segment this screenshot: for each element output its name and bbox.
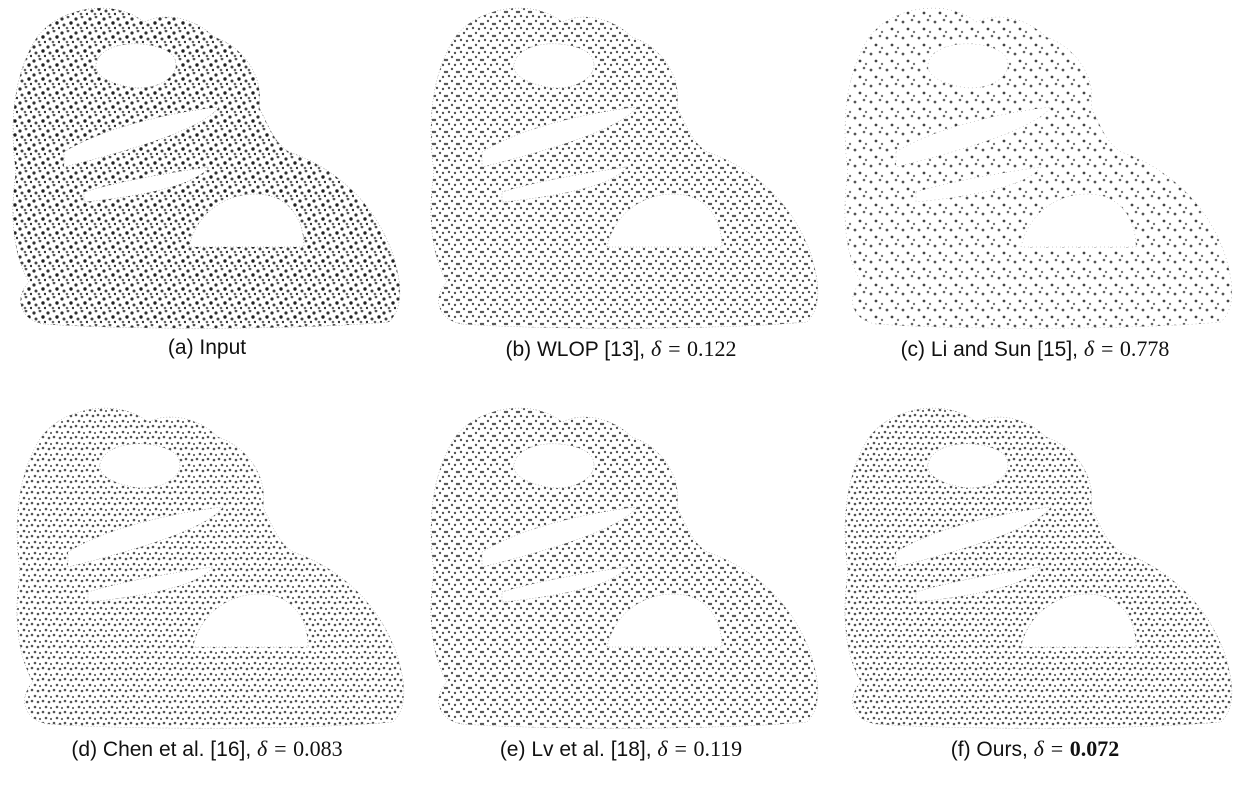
delta-value: 0.122 [687,336,737,361]
delta-symbol: δ = [1034,736,1065,761]
delta-symbol: δ = [657,736,688,761]
caption-label: (b) WLOP [13], [505,338,645,361]
caption-label: (d) Chen et al. [16], [71,738,251,761]
delta-symbol: δ = [257,736,288,761]
caption: (b) WLOP [13], δ = 0.122 [414,336,828,362]
panel: (b) WLOP [13], δ = 0.122 [414,0,828,386]
delta-symbol: δ = [1084,336,1115,361]
caption: (d) Chen et al. [16], δ = 0.083 [0,736,414,762]
delta-value: 0.119 [693,736,742,761]
figure: (a) Input (b) WLOP [13], δ = 0.122 (c) L… [0,0,1243,772]
caption-label: (a) Input [168,336,246,359]
delta-value: 0.778 [1120,336,1170,361]
caption: (a) Input [0,336,414,360]
delta-value: 0.072 [1070,736,1120,761]
panel: (f) Ours, δ = 0.072 [828,400,1242,786]
panel: (d) Chen et al. [16], δ = 0.083 [0,400,414,786]
caption-label: (e) Lv et al. [18], [500,738,652,761]
point-cloud [414,0,828,332]
panel: (a) Input [0,0,414,386]
point-cloud [828,0,1242,332]
caption: (f) Ours, δ = 0.072 [828,736,1242,762]
point-cloud [0,0,414,332]
point-cloud [0,400,414,732]
caption: (e) Lv et al. [18], δ = 0.119 [414,736,828,762]
panel: (c) Li and Sun [15], δ = 0.778 [828,0,1242,386]
caption-label: (f) Ours, [951,738,1028,761]
caption: (c) Li and Sun [15], δ = 0.778 [828,336,1242,362]
delta-symbol: δ = [651,336,682,361]
delta-value: 0.083 [293,736,343,761]
point-cloud [828,400,1242,732]
point-cloud [414,400,828,732]
panel: (e) Lv et al. [18], δ = 0.119 [414,400,828,786]
caption-label: (c) Li and Sun [15], [901,338,1078,361]
